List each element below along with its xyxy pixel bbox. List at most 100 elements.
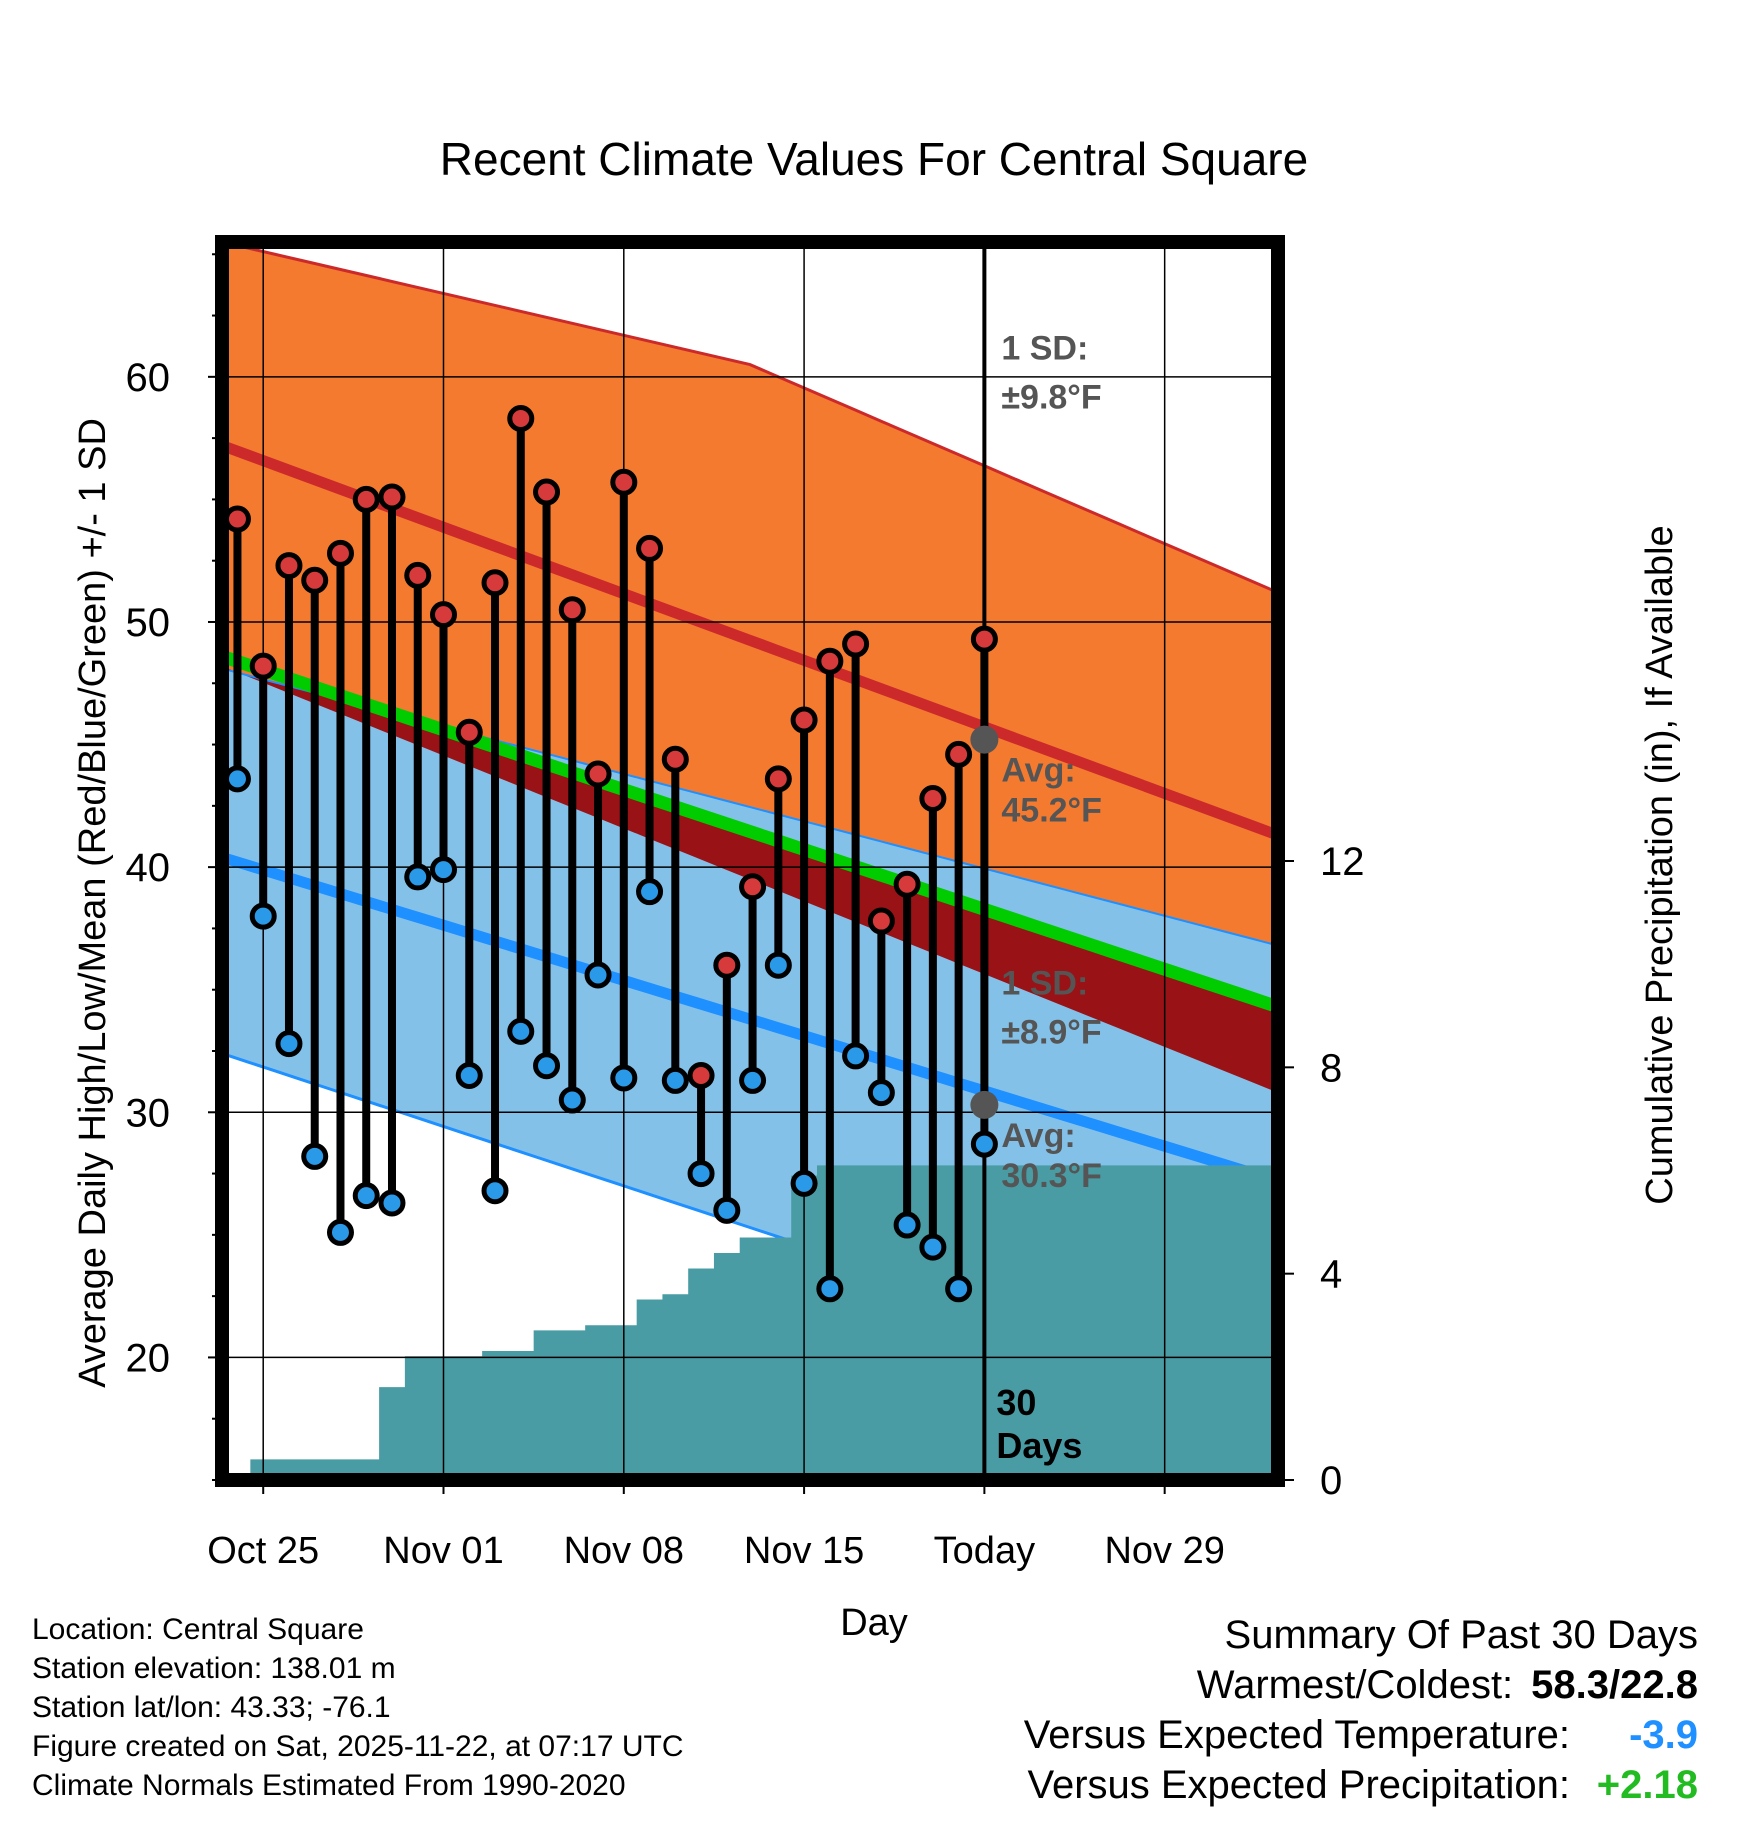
x-tick-label: Today: [934, 1530, 1035, 1572]
latlon-text: Station lat/lon: 43.33; -76.1: [32, 1691, 391, 1724]
low-temp-point: [610, 1064, 638, 1092]
high-temp-point: [687, 1062, 715, 1090]
temp-value: -3.9: [1629, 1713, 1698, 1757]
average-value: 30.3°F: [1001, 1157, 1102, 1195]
average-label: Avg:: [1001, 1117, 1075, 1155]
elevation-text: Station elevation: 138.01 m: [32, 1652, 396, 1685]
y-axis-label-left: Average Daily High/Low/Mean (Red/Blue/Gr…: [72, 418, 114, 1388]
high-temp-point: [378, 483, 406, 511]
y-tick-label-left: 20: [126, 1336, 171, 1380]
y-tick-label-left: 40: [126, 846, 171, 890]
low-temp-point: [842, 1042, 870, 1070]
high-temp-point: [661, 745, 689, 773]
low-temp-point: [764, 951, 792, 979]
low-temp-point: [739, 1066, 767, 1094]
y-tick-label-right: 0: [1320, 1459, 1342, 1503]
high-temp-point: [558, 596, 586, 624]
normals-text: Climate Normals Estimated From 1990-2020: [32, 1769, 626, 1802]
low-temp-point: [430, 856, 458, 884]
low-temp-point: [867, 1079, 895, 1107]
created-text: Figure created on Sat, 2025-11-22, at 07…: [32, 1730, 684, 1763]
summary-precip: Versus Expected Precipitation: +2.18: [1024, 1760, 1698, 1810]
low-temp-point: [816, 1275, 844, 1303]
precip-label: Versus Expected Precipitation:: [1027, 1763, 1570, 1807]
sd-label: 1 SD:: [1001, 329, 1088, 367]
high-temp-point: [301, 566, 329, 594]
low-temp-point: [584, 961, 612, 989]
low-temp-point: [301, 1142, 329, 1170]
summary-temp: Versus Expected Temperature: -3.9: [1024, 1710, 1698, 1760]
high-temp-point: [867, 907, 895, 935]
y-tick-label-left: 60: [126, 356, 171, 400]
low-temp-point: [223, 765, 251, 793]
low-temp-point: [481, 1177, 509, 1205]
high-temp-point: [842, 630, 870, 658]
x-tick-label: Nov 01: [383, 1530, 503, 1572]
sd-label: 1 SD:: [1001, 964, 1088, 1002]
low-temp-point: [713, 1196, 741, 1224]
high-temp-point: [893, 870, 921, 898]
low-temp-point: [249, 902, 277, 930]
low-temp-point: [378, 1189, 406, 1217]
high-temp-point: [249, 652, 277, 680]
high-temp-point: [919, 784, 947, 812]
high-temp-point: [636, 534, 664, 562]
today-average-point: [970, 725, 999, 754]
low-temp-point: [558, 1086, 586, 1114]
summary-panel: Summary Of Past 30 Days Warmest/Coldest:…: [1024, 1610, 1698, 1810]
station-info: Location: Central Square Station elevati…: [32, 1610, 684, 1805]
overlap-band: [222, 666, 1278, 1093]
temp-label: Versus Expected Temperature:: [1023, 1713, 1570, 1757]
low-temp-point: [919, 1233, 947, 1261]
high-temp-point: [430, 601, 458, 629]
average-value: 45.2°F: [1001, 792, 1102, 830]
low-temp-point: [352, 1182, 380, 1210]
high-temp-point: [610, 468, 638, 496]
high-temp-point: [713, 951, 741, 979]
mean-normal-line: [219, 650, 1281, 1014]
high-temp-point: [816, 647, 844, 675]
low-temp-point: [507, 1017, 535, 1045]
high-temp-point: [223, 505, 251, 533]
x-tick-label: Nov 08: [564, 1530, 684, 1572]
high-upper-edge: [221, 240, 1279, 594]
x-tick-label: Nov 15: [744, 1530, 864, 1572]
high-temp-point: [739, 873, 767, 901]
x-axis-label: Day: [840, 1602, 908, 1644]
y-tick-label-right: 12: [1320, 840, 1365, 884]
today-days-label: Days: [996, 1425, 1082, 1466]
high-temp-point: [764, 765, 792, 793]
low-temp-point: [533, 1052, 561, 1080]
low-temp-point: [275, 1030, 303, 1058]
warm-cold-label: Warmest/Coldest:: [1196, 1663, 1514, 1707]
low-temp-point: [326, 1218, 354, 1246]
high-temp-point: [945, 740, 973, 768]
precip-area: [224, 1165, 1279, 1480]
high-temp-point: [352, 485, 380, 513]
high-temp-point: [790, 706, 818, 734]
summary-title: Summary Of Past 30 Days: [1224, 1613, 1698, 1657]
high-temp-point: [533, 478, 561, 506]
high-temp-point: [404, 561, 432, 589]
high-temp-point: [455, 718, 483, 746]
low-temp-point: [790, 1169, 818, 1197]
low-temp-point: [636, 878, 664, 906]
low-temp-point: [455, 1062, 483, 1090]
warm-cold-value: 58.3/22.8: [1531, 1663, 1698, 1707]
today-average-point: [970, 1090, 999, 1119]
today-days-label: 30: [996, 1382, 1036, 1423]
y-tick-label-right: 4: [1320, 1253, 1342, 1297]
high-normal-line: [220, 440, 1280, 841]
high-temp-point: [481, 569, 509, 597]
low-temp-point: [661, 1066, 689, 1094]
y-axis-label-right: Cumulative Precipitation (in), If Availa…: [1639, 525, 1681, 1204]
chart-title: Recent Climate Values For Central Square: [440, 133, 1308, 185]
x-tick-label: Oct 25: [207, 1530, 319, 1572]
y-tick-label-left: 30: [126, 1091, 171, 1135]
y-tick-label-left: 50: [126, 601, 171, 645]
high-temp-point: [970, 625, 998, 653]
low-temp-point: [970, 1130, 998, 1158]
y-tick-label-right: 8: [1320, 1046, 1342, 1090]
